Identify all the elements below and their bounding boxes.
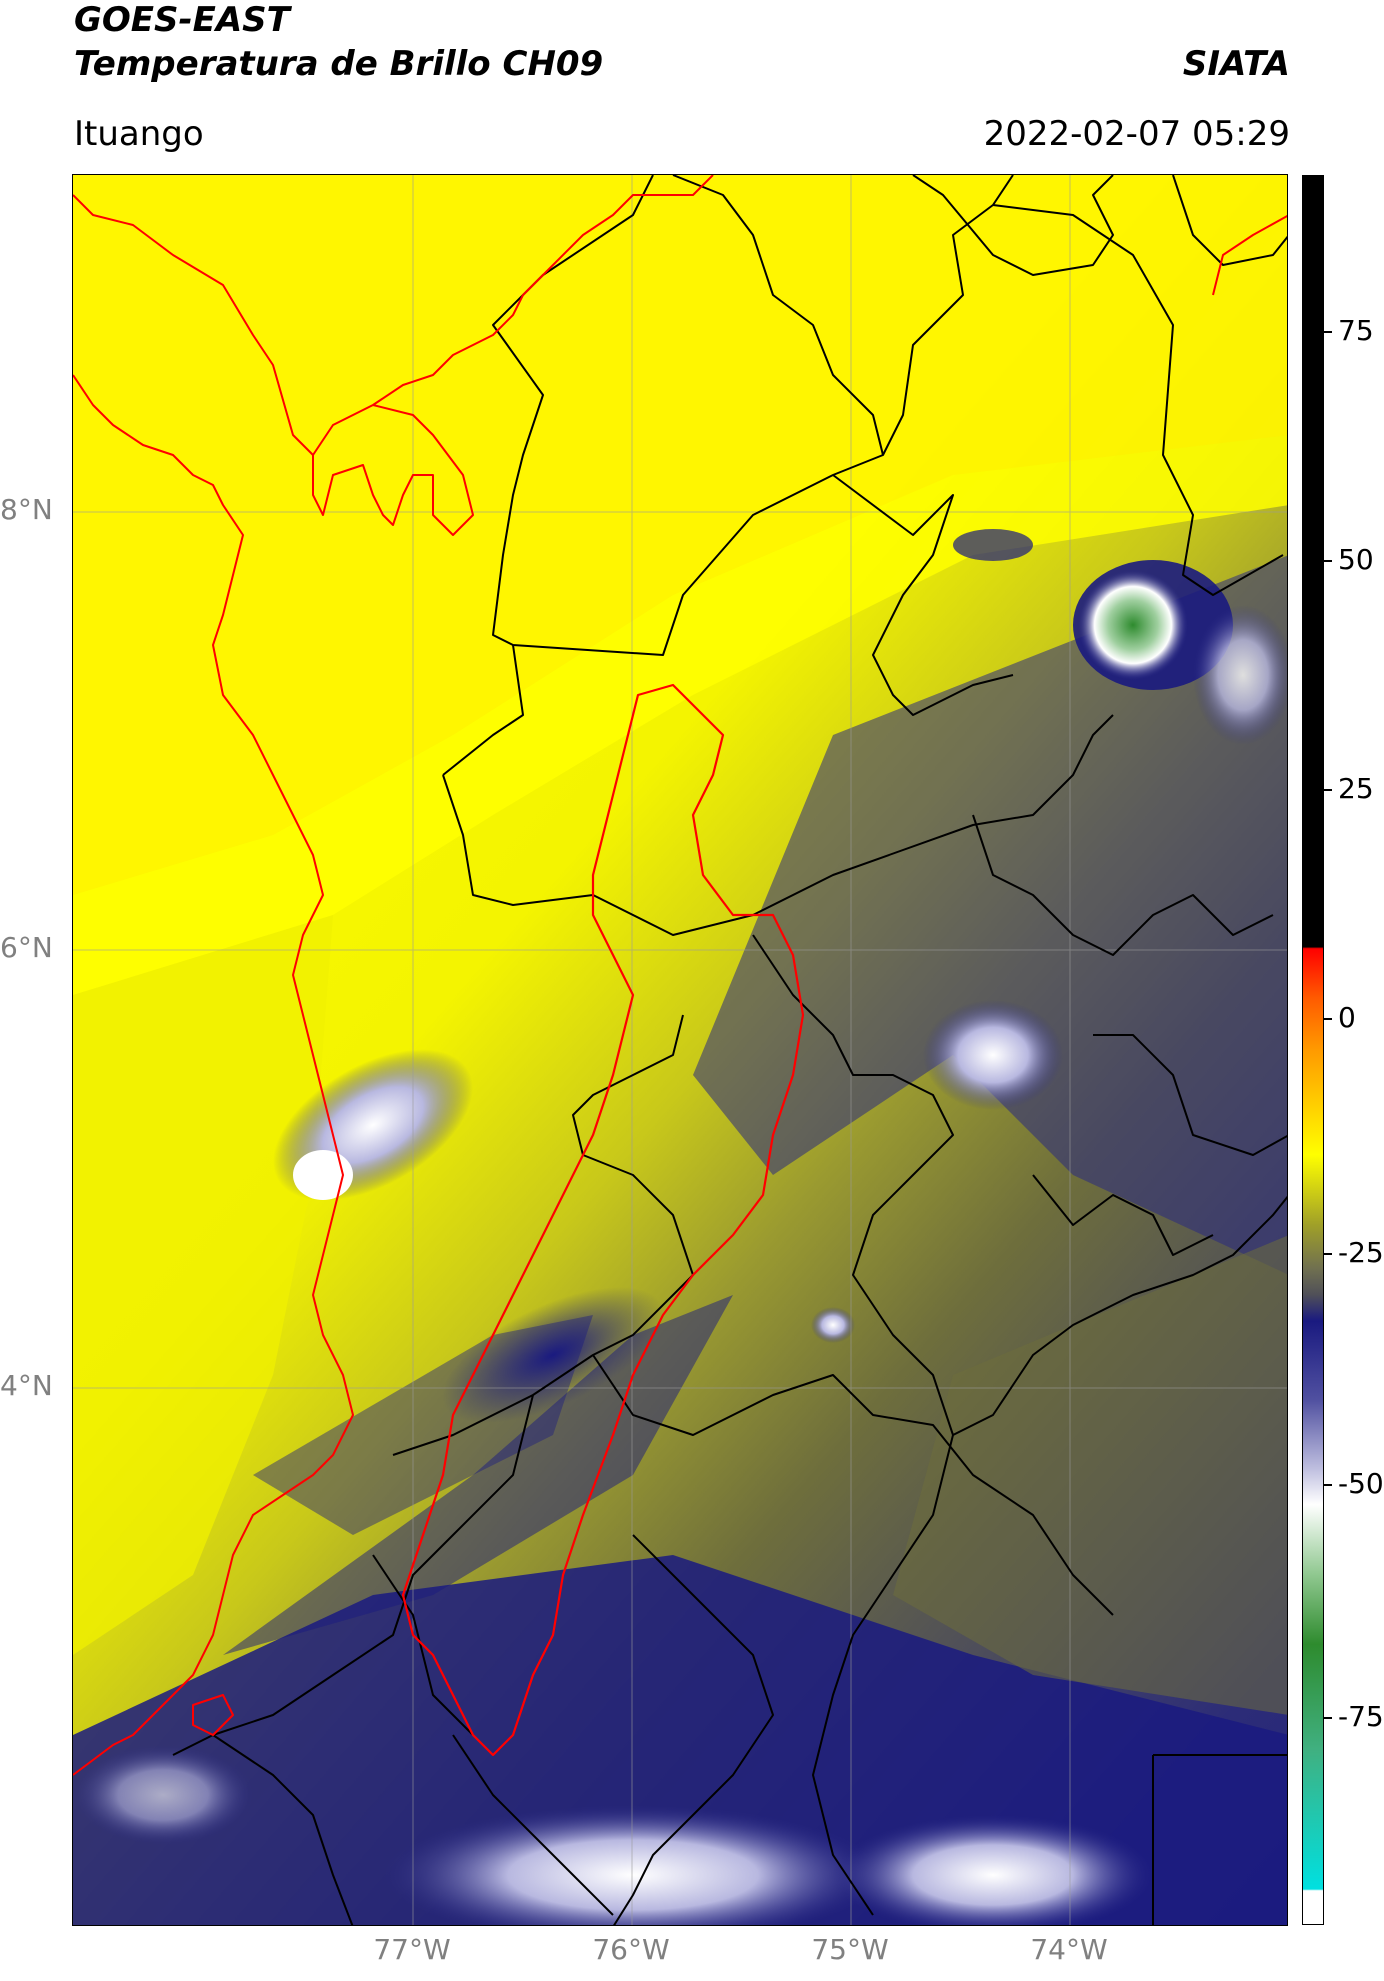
longitude-label-74w: 74°W: [1030, 1933, 1108, 1966]
latitude-label-6n: 6°N: [0, 931, 53, 964]
colorbar-tick: [1324, 1018, 1332, 1020]
temperature-colorbar: [1302, 175, 1324, 1925]
colorbar-tick: [1324, 1717, 1332, 1719]
colorbar-label-minus50: -50: [1338, 1467, 1384, 1500]
longitude-label-77w: 77°W: [373, 1933, 451, 1966]
organization-label: SIATA: [1182, 44, 1290, 84]
latitude-label-4n: 4°N: [0, 1369, 53, 1402]
datetime-label: 2022-02-07 05:29: [983, 114, 1290, 154]
latitude-label-8n: 8°N: [0, 493, 53, 526]
colorbar-label-minus25: -25: [1338, 1236, 1384, 1269]
longitude-label-75w: 75°W: [811, 1933, 889, 1966]
colorbar-tick: [1324, 1253, 1332, 1255]
colorbar-label-75: 75: [1338, 314, 1374, 347]
colorbar-label-minus75: -75: [1338, 1700, 1384, 1733]
colorbar-label-25: 25: [1338, 772, 1374, 805]
location-label: Ituango: [74, 114, 204, 154]
map-subtitle: Temperatura de Brillo CH09: [74, 44, 604, 84]
colorbar-tick: [1324, 560, 1332, 562]
satellite-map: [72, 174, 1288, 1926]
colorbar-tick: [1324, 331, 1332, 333]
colorbar-tick: [1324, 789, 1332, 791]
colorbar-label-50: 50: [1338, 543, 1374, 576]
map-title: GOES-EAST: [74, 0, 290, 40]
colorbar-tick: [1324, 1484, 1332, 1486]
colorbar-label-0: 0: [1338, 1001, 1356, 1034]
longitude-label-76w: 76°W: [592, 1933, 670, 1966]
